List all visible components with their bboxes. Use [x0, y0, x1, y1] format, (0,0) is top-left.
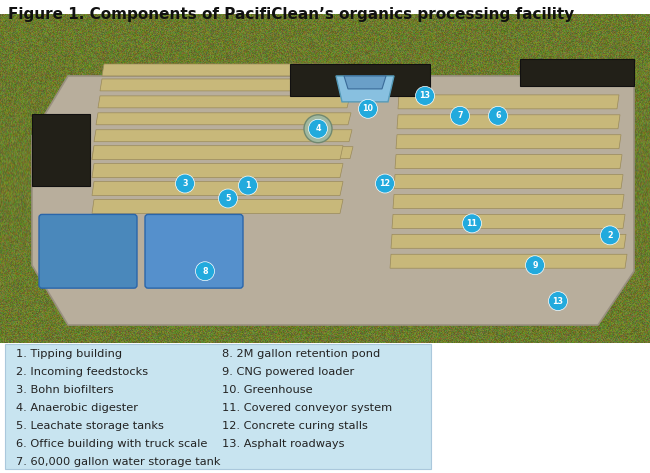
Text: 7: 7: [457, 111, 463, 120]
Text: 7. 60,000 gallon water storage tank: 7. 60,000 gallon water storage tank: [16, 457, 220, 467]
Circle shape: [218, 189, 237, 208]
Text: 13: 13: [419, 91, 430, 100]
Text: 13: 13: [552, 297, 564, 306]
Polygon shape: [32, 76, 634, 325]
Circle shape: [309, 119, 328, 138]
FancyBboxPatch shape: [145, 214, 243, 288]
Text: 4: 4: [315, 124, 320, 133]
Text: 1. Tipping building: 1. Tipping building: [16, 349, 122, 359]
Text: 6. Office building with truck scale: 6. Office building with truck scale: [16, 439, 207, 449]
Polygon shape: [397, 115, 620, 129]
Polygon shape: [102, 64, 348, 76]
Polygon shape: [96, 113, 351, 125]
Circle shape: [196, 262, 215, 280]
Polygon shape: [395, 155, 622, 168]
Circle shape: [304, 115, 332, 143]
Text: 8: 8: [202, 267, 208, 276]
Text: 6: 6: [495, 111, 500, 120]
Text: 11: 11: [467, 219, 478, 228]
Polygon shape: [32, 114, 90, 185]
Polygon shape: [392, 214, 625, 228]
Circle shape: [450, 106, 469, 125]
Circle shape: [525, 256, 545, 275]
Text: 9. CNG powered loader: 9. CNG powered loader: [222, 367, 355, 377]
Polygon shape: [94, 130, 352, 142]
Polygon shape: [398, 95, 619, 109]
Text: 12. Concrete curing stalls: 12. Concrete curing stalls: [222, 421, 368, 431]
Text: Figure 1. Components of PacifiClean’s organics processing facility: Figure 1. Components of PacifiClean’s or…: [8, 7, 574, 22]
Text: 8. 2M gallon retention pond: 8. 2M gallon retention pond: [222, 349, 381, 359]
Polygon shape: [390, 254, 627, 268]
Circle shape: [463, 214, 482, 233]
Polygon shape: [394, 175, 623, 189]
Circle shape: [239, 176, 257, 195]
FancyBboxPatch shape: [39, 214, 137, 288]
Text: 4. Anaerobic digester: 4. Anaerobic digester: [16, 403, 138, 413]
Text: 1: 1: [245, 181, 251, 190]
Polygon shape: [100, 79, 349, 91]
Text: 10: 10: [363, 105, 374, 114]
Polygon shape: [98, 96, 350, 108]
Circle shape: [601, 226, 619, 245]
Text: 13. Asphalt roadways: 13. Asphalt roadways: [222, 439, 345, 449]
Polygon shape: [396, 135, 621, 149]
Polygon shape: [520, 59, 634, 86]
Polygon shape: [92, 182, 343, 195]
Text: 2. Incoming feedstocks: 2. Incoming feedstocks: [16, 367, 148, 377]
Text: 3: 3: [182, 179, 188, 188]
Polygon shape: [92, 146, 343, 159]
Circle shape: [359, 99, 378, 118]
Text: 11. Covered conveyor system: 11. Covered conveyor system: [222, 403, 393, 413]
Text: 10. Greenhouse: 10. Greenhouse: [222, 385, 313, 395]
Circle shape: [376, 174, 395, 193]
Circle shape: [176, 174, 194, 193]
Text: 5: 5: [226, 194, 231, 203]
Polygon shape: [92, 164, 343, 177]
Polygon shape: [290, 64, 430, 96]
Circle shape: [549, 292, 567, 311]
Polygon shape: [336, 76, 394, 102]
Text: 3. Bohn biofilters: 3. Bohn biofilters: [16, 385, 114, 395]
Polygon shape: [92, 147, 353, 158]
Circle shape: [415, 87, 434, 105]
Text: 2: 2: [607, 231, 613, 240]
Text: 9: 9: [532, 261, 538, 270]
Circle shape: [489, 106, 508, 125]
Text: 5. Leachate storage tanks: 5. Leachate storage tanks: [16, 421, 164, 431]
FancyBboxPatch shape: [5, 344, 431, 469]
Polygon shape: [344, 76, 386, 89]
Polygon shape: [393, 194, 624, 209]
Polygon shape: [391, 234, 626, 248]
Text: 12: 12: [380, 179, 391, 188]
Polygon shape: [92, 200, 343, 213]
